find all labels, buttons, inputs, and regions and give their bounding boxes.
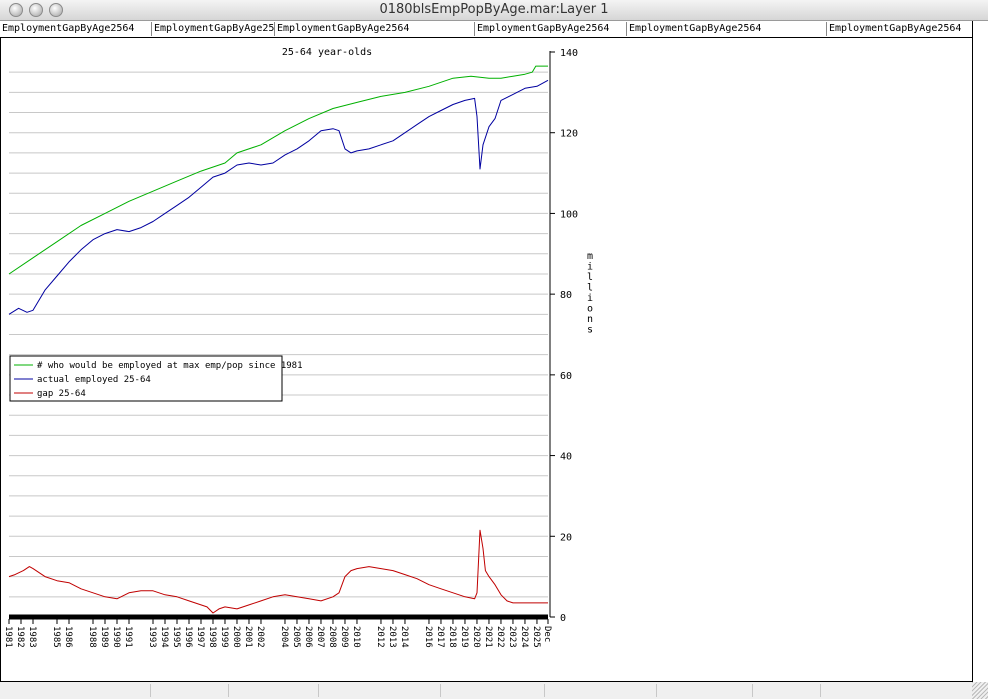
chart-gridlines [9, 71, 548, 598]
x-tick-label: Dec [542, 626, 552, 642]
x-tick-label: 1991 [123, 626, 133, 648]
x-tick-label: 2012 [375, 626, 385, 648]
x-tick-label: 2025 [531, 626, 541, 648]
y-tick-label: 40 [560, 452, 572, 463]
x-tick-label: 2008 [327, 626, 337, 648]
x-tick-label: 2020 [471, 626, 481, 648]
y-tick-label: 60 [560, 371, 572, 382]
x-tick-label: 1996 [183, 626, 193, 648]
x-tick-label: 1982 [15, 626, 25, 648]
x-tick-label: 1993 [147, 626, 157, 648]
x-tick-label: 2023 [507, 626, 517, 648]
x-tick-label: 2018 [447, 626, 457, 648]
x-tick-label: 2007 [315, 626, 325, 648]
y-tick-label: 80 [560, 290, 572, 301]
horizontal-scrollbar[interactable] [0, 682, 988, 699]
zoom-button[interactable] [49, 3, 63, 17]
layer-tab[interactable]: EmploymentGapByAge2564 [274, 22, 474, 36]
x-tick-label: 1995 [171, 626, 181, 648]
y-tick-label: 140 [560, 48, 578, 59]
x-tick-label: 2000 [231, 626, 241, 648]
x-tick-label: 2021 [483, 626, 493, 648]
x-tick-label: 1990 [111, 626, 121, 648]
frame-bottom-edge [0, 681, 973, 682]
layer-tab[interactable]: EmploymentGapByAge2564 [626, 22, 826, 36]
x-tick-label: 1988 [87, 626, 97, 648]
x-tick-label: 1985 [51, 626, 61, 648]
x-tick-label: 2002 [255, 626, 265, 648]
chart-series [8, 65, 549, 614]
x-tick-label: 2014 [399, 626, 409, 648]
y-tick-label: 0 [560, 613, 566, 624]
layer-tab-bar: EmploymentGapByAge2564 EmploymentGapByAg… [0, 21, 972, 38]
legend-label-actual: actual employed 25-64 [37, 375, 151, 385]
y-tick-label: 100 [560, 209, 578, 220]
y-tick-label: 120 [560, 129, 578, 140]
x-tick-label: 2022 [495, 626, 505, 648]
x-tick-label: 2009 [339, 626, 349, 648]
layer-tab[interactable]: EmploymentGapByAge2564 [826, 22, 972, 36]
frame-left-edge [0, 37, 1, 681]
legend-label-gap: gap 25-64 [37, 389, 86, 399]
x-tick-label: 1998 [207, 626, 217, 648]
x-tick-label: 2001 [243, 626, 253, 648]
frame-right-edge [972, 21, 973, 681]
x-tick-label: 2017 [435, 626, 445, 648]
series-line-actual [8, 79, 549, 315]
x-tick-label: 2006 [303, 626, 313, 648]
chart-title: 25-64 year-olds [282, 47, 372, 58]
legend-label-potential: # who would be employed at max emp/pop s… [37, 361, 303, 371]
x-tick-label: 1989 [99, 626, 109, 648]
chart-legend: # who would be employed at max emp/pop s… [9, 355, 303, 402]
y-axis-ticks: 0 20 40 60 80 100 120 140 [550, 48, 578, 624]
x-axis-ticks: 1981 1982 1983 1985 1986 1988 1989 1990 1991 1993… [3, 619, 552, 648]
x-tick-label: 2005 [291, 626, 301, 648]
x-tick-label: 1999 [219, 626, 229, 648]
series-line-gap [8, 529, 548, 614]
x-tick-label: 1986 [63, 626, 73, 648]
x-tick-label: 2016 [423, 626, 433, 648]
x-tick-label: 2024 [519, 626, 529, 648]
x-tick-label: 1997 [195, 626, 205, 648]
layer-tab[interactable]: EmploymentGapByAge2564 [474, 22, 626, 36]
layer-tab[interactable]: EmploymentGapByAge25 [151, 22, 274, 36]
legend-box [9, 355, 283, 402]
x-tick-label: 1994 [159, 626, 169, 648]
y-tick-label: 20 [560, 532, 572, 543]
x-tick-label: 2019 [459, 626, 469, 648]
resize-grip-icon[interactable] [972, 682, 988, 699]
series-line-potential [8, 65, 548, 275]
x-tick-label: 2013 [387, 626, 397, 648]
minimize-button[interactable] [29, 3, 43, 17]
x-tick-label: 1981 [3, 626, 13, 648]
x-tick-label: 2004 [279, 626, 289, 648]
x-tick-label: 2010 [351, 626, 361, 648]
layer-tab[interactable]: EmploymentGapByAge2564 [2, 23, 135, 34]
x-tick-label: 1983 [27, 626, 37, 648]
window-title: 0180blsEmpPopByAge.mar:Layer 1 [379, 2, 609, 17]
window-titlebar: 0180blsEmpPopByAge.mar:Layer 1 [0, 0, 988, 21]
close-button[interactable] [9, 3, 23, 17]
